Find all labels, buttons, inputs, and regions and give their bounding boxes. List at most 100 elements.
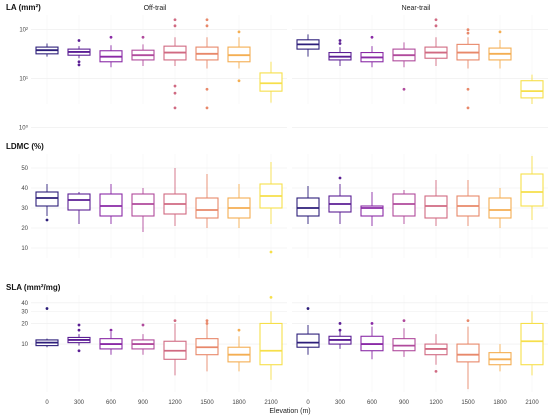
box <box>520 322 544 366</box>
outlier-point <box>498 30 502 34</box>
outlier-point <box>338 322 342 325</box>
outlier-point <box>370 322 374 325</box>
box <box>456 343 480 363</box>
panel-title-la: LA (mm²) <box>6 3 41 12</box>
outlier-point <box>77 63 81 67</box>
x-tick-label: 1200 <box>168 400 182 406</box>
outlier-point <box>434 18 438 22</box>
box <box>195 197 219 219</box>
outlier-point <box>173 319 177 323</box>
x-tick-label: 600 <box>367 400 378 406</box>
box <box>360 205 384 217</box>
outlier-point <box>77 328 81 332</box>
x-tick-label: 300 <box>335 400 346 406</box>
box <box>67 193 91 211</box>
x-tick-label: 1800 <box>232 400 246 406</box>
x-tick-label: 2100 <box>264 400 278 406</box>
outlier-point <box>77 323 81 327</box>
outlier-point <box>237 79 241 83</box>
outlier-point <box>237 328 241 332</box>
y-tick-label: 30 <box>21 309 28 315</box>
outlier-point <box>466 319 470 323</box>
box <box>424 195 448 219</box>
box <box>131 193 155 217</box>
panel-la: LA (mm²) Off-trail Near-trail <box>6 3 431 12</box>
outlier-point <box>338 39 342 42</box>
outlier-point <box>141 323 145 327</box>
y-tick-label: 20 <box>21 321 28 327</box>
panel-title-ldmc: LDMC (%) <box>6 142 44 151</box>
chart-marks: 10² 10¹ 10⁰ 50 40 30 20 10 40 30 20 10 0 300 600 900 120… <box>19 15 548 406</box>
box <box>296 197 320 217</box>
box <box>99 193 123 217</box>
box <box>392 338 416 352</box>
outlier-point <box>269 250 273 254</box>
outlier-point <box>205 87 209 91</box>
panel-sla: SLA (mm²/mg) <box>6 283 61 292</box>
x-tick-label: 300 <box>74 400 85 406</box>
box <box>392 193 416 217</box>
outlier-point <box>109 35 113 39</box>
y-tick-label: 20 <box>21 226 28 232</box>
outlier-point <box>338 176 342 180</box>
y-tick-label: 10 <box>21 342 28 348</box>
outlier-point <box>173 84 177 88</box>
outlier-point <box>141 35 145 39</box>
outlier-point <box>205 24 209 28</box>
panel-ldmc: LDMC (%) <box>6 142 44 151</box>
outlier-point <box>338 328 342 332</box>
outlier-point <box>237 30 241 34</box>
x-tick-label: 2100 <box>525 400 539 406</box>
facet-label-near-trail: Near-trail <box>402 5 431 12</box>
outlier-point <box>173 24 177 28</box>
y-tick-label: 10¹ <box>19 76 28 82</box>
outlier-point <box>205 322 209 325</box>
outlier-point <box>77 60 81 64</box>
outlier-point <box>338 42 342 45</box>
outlier-point <box>370 35 374 39</box>
outlier-point <box>45 218 49 222</box>
x-tick-label: 0 <box>306 400 310 406</box>
outlier-point <box>173 91 177 95</box>
box <box>520 80 544 99</box>
panel-background <box>31 295 287 392</box>
box <box>259 322 283 366</box>
x-axis-title: Elevation (m) <box>269 408 310 415</box>
x-tick-label: 900 <box>138 400 149 406</box>
box <box>488 197 512 219</box>
y-tick-label: 50 <box>21 166 28 172</box>
outlier-point <box>205 18 209 22</box>
outlier-point <box>77 39 81 42</box>
x-tick-label: 600 <box>106 400 117 406</box>
outlier-point <box>306 307 310 310</box>
y-tick-label: 10 <box>21 246 28 252</box>
outlier-point <box>205 319 209 323</box>
outlier-point <box>466 87 470 91</box>
outlier-point <box>205 106 209 110</box>
box <box>296 333 320 348</box>
outlier-point <box>466 28 470 32</box>
x-tick-label: 0 <box>45 400 49 406</box>
outlier-point <box>269 295 273 299</box>
y-tick-label: 10² <box>19 28 28 34</box>
outlier-point <box>173 18 177 22</box>
y-tick-label: 40 <box>21 186 28 192</box>
outlier-point <box>402 87 406 91</box>
outlier-point <box>77 349 81 353</box>
panel-title-sla: SLA (mm²/mg) <box>6 283 61 292</box>
y-tick-label: 10⁰ <box>19 124 29 131</box>
x-tick-label: 1800 <box>493 400 507 406</box>
outlier-point <box>45 307 49 310</box>
y-tick-label: 40 <box>21 301 28 307</box>
facet-label-off-trail: Off-trail <box>144 5 167 12</box>
outlier-point <box>109 328 113 332</box>
box <box>35 191 59 207</box>
outlier-point <box>466 106 470 110</box>
box <box>259 72 283 92</box>
outlier-point <box>434 24 438 28</box>
x-tick-label: 1500 <box>461 400 475 406</box>
x-tick-label: 1200 <box>429 400 443 406</box>
outlier-point <box>173 106 177 110</box>
x-tick-label: 1500 <box>200 400 214 406</box>
